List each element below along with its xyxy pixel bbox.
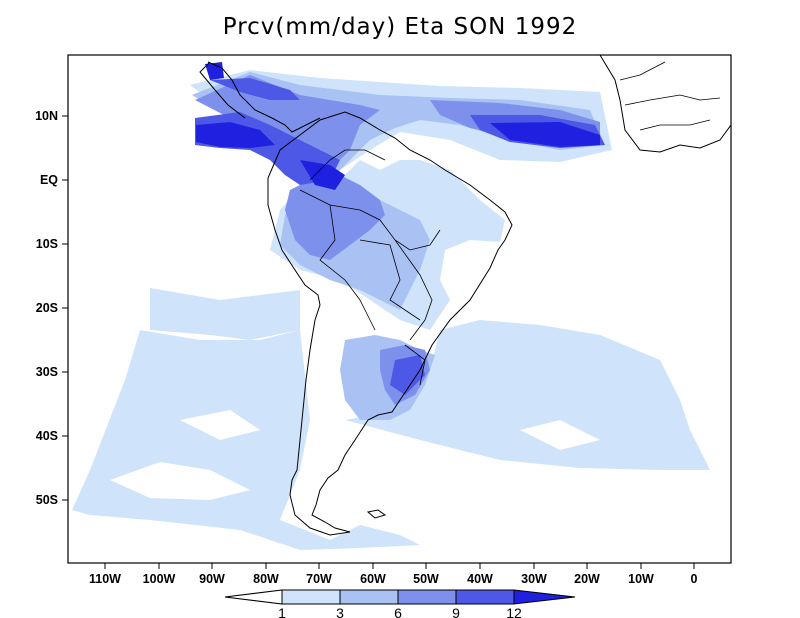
lon-label: 110W (89, 572, 121, 586)
lat-label: 10S (36, 237, 58, 251)
lon-label: 10W (628, 572, 654, 586)
south-america-outline (267, 111, 513, 536)
lon-label: 90W (199, 572, 225, 586)
precip-shading (72, 62, 710, 550)
colorbar-segment (339, 589, 399, 605)
lon-label: 30W (521, 572, 547, 586)
country-borders (299, 149, 441, 386)
lon-label: 60W (360, 572, 386, 586)
coastlines (199, 55, 731, 536)
lat-label: 10N (35, 109, 58, 123)
lon-label: 0 (691, 572, 698, 586)
colorbar-segment (513, 589, 576, 605)
lon-axis: 110W 100W 90W 80W 70W 60W 50W 40W 30W 20… (89, 563, 698, 586)
lat-axis: 10N EQ 10S 20S 30S 40S 50S (35, 109, 68, 507)
lon-label: 100W (143, 572, 176, 586)
precip-field-level5 (196, 62, 600, 190)
lat-label: 20S (36, 301, 58, 315)
lon-label: 50W (413, 572, 439, 586)
colorbar-labels: 1 3 6 9 12 (278, 605, 522, 618)
lon-label: 20W (574, 572, 600, 586)
map-title: Prcv(mm/day) Eta SON 1992 (222, 14, 578, 40)
lat-label: 40S (36, 429, 58, 443)
central-america-outline (199, 61, 321, 133)
africa-outline (599, 55, 731, 153)
precip-field-level3 (195, 75, 600, 405)
precip-field-level4 (195, 78, 605, 395)
colorbar-label: 6 (394, 605, 402, 618)
lon-label: 70W (306, 572, 332, 586)
lat-label: 30S (36, 365, 58, 379)
colorbar-segment (397, 589, 457, 605)
map-frame (67, 54, 732, 564)
precip-field-level2 (192, 72, 605, 420)
colorbar-segment (281, 589, 341, 605)
colorbar-label: 12 (506, 605, 522, 618)
falklands (366, 509, 387, 519)
colorbar-label: 3 (336, 605, 344, 618)
precip-gap-south (110, 410, 600, 530)
colorbar-segment (224, 589, 283, 605)
lat-label: EQ (40, 173, 58, 187)
colorbar (224, 589, 576, 605)
lat-label: 50S (36, 493, 58, 507)
colorbar-segment (455, 589, 515, 605)
africa-borders (619, 61, 721, 131)
lon-label: 40W (467, 572, 493, 586)
colorbar-label: 1 (278, 605, 286, 618)
colorbar-label: 9 (452, 605, 460, 618)
lon-label: 80W (253, 572, 279, 586)
